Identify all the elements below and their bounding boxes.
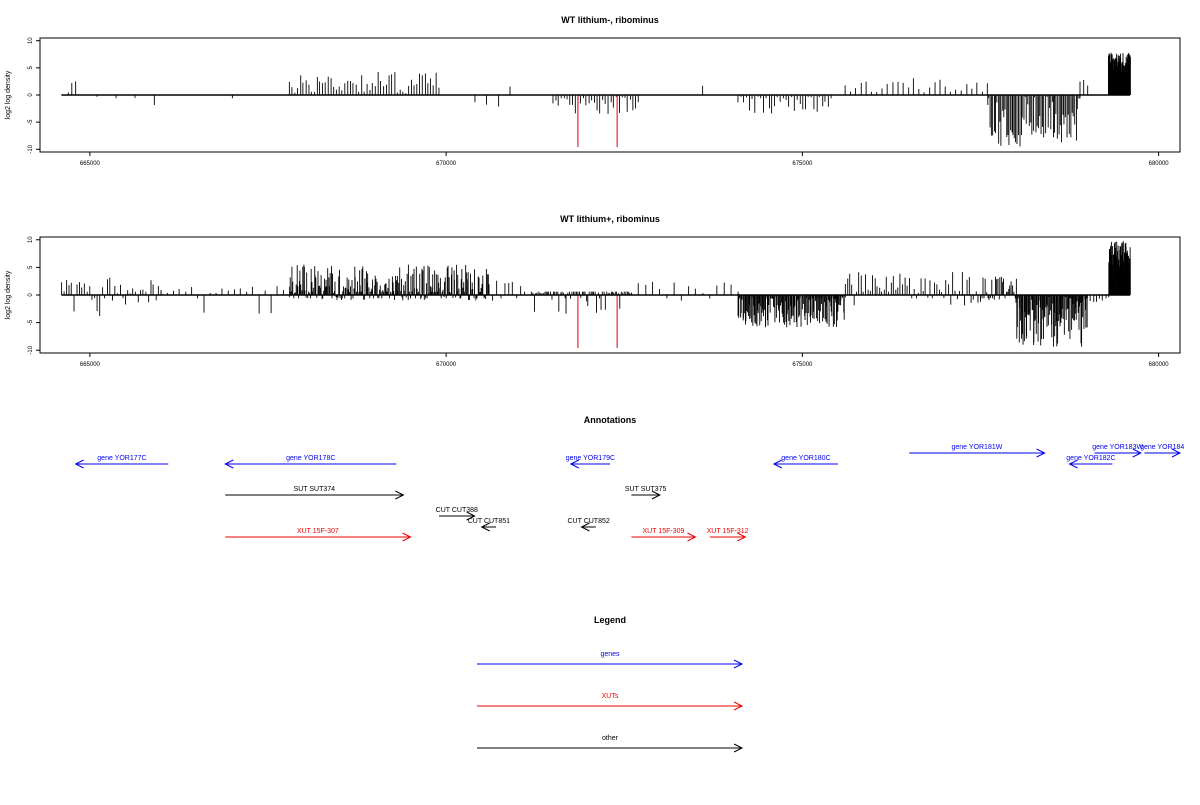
annotation-feature: CUT CUT851 <box>468 518 510 532</box>
annotation-label: gene YOR181W <box>952 444 1003 451</box>
annotation-arrow-head <box>1036 448 1046 458</box>
annotation-label: SUT SUT375 <box>625 486 667 493</box>
x-tick-label: 675000 <box>792 362 813 368</box>
annotations-panel: Annotations gene YOR177C gene YOR178C gene… <box>74 415 1184 542</box>
y-tick-label: -5 <box>28 119 34 125</box>
annotation-arrow-head <box>569 459 580 469</box>
annotation-label: gene YOR178C <box>286 455 335 462</box>
annotation-arrow-head <box>580 522 590 532</box>
track2-y-axis: -10 -5 0 5 10 <box>28 236 40 355</box>
legend-item: other <box>477 735 744 753</box>
y-tick-label: 0 <box>28 93 34 97</box>
y-tick-label: -10 <box>28 144 34 153</box>
legend-arrow-head <box>733 701 744 711</box>
x-tick-label: 670000 <box>436 362 457 368</box>
legend-items: genes XUTs other <box>477 651 744 753</box>
annotation-label: gene YOR177C <box>97 455 146 462</box>
annotation-feature: gene YOR182C <box>1066 455 1116 469</box>
annotation-arrow-head <box>466 511 476 521</box>
track1-title: WT lithium-, ribominus <box>561 15 659 25</box>
x-tick-label: 680000 <box>1149 161 1170 167</box>
annotation-feature: gene YOR180C <box>772 455 838 469</box>
y-tick-label: 10 <box>28 236 34 243</box>
annotation-label: CUT CUT388 <box>436 507 478 514</box>
annotation-feature: SUT SUT375 <box>625 486 667 500</box>
annotation-feature: gene YOR184 <box>1140 444 1184 458</box>
track-lithium-plus: WT lithium+, ribominus log2 log density … <box>5 214 1181 368</box>
annotation-arrow-head <box>395 490 405 500</box>
legend-arrow-head <box>733 659 744 669</box>
x-tick-label: 665000 <box>80 161 101 167</box>
annotation-feature: gene YOR178C <box>224 455 397 469</box>
track-lithium-minus: WT lithium-, ribominus log2 log density … <box>5 15 1181 167</box>
annotation-feature: gene YOR181W <box>909 444 1046 458</box>
annotation-feature: gene YOR179C <box>566 455 615 469</box>
x-tick-label: 670000 <box>436 161 457 167</box>
annotation-label: SUT SUT374 <box>294 486 336 493</box>
annotation-label: CUT CUT852 <box>567 518 609 525</box>
legend-panel: Legend genes XUTs other <box>477 615 744 753</box>
annotation-label: gene YOR184 <box>1140 444 1184 451</box>
legend-label: genes <box>600 651 620 658</box>
annotation-feature: gene YOR177C <box>74 455 169 469</box>
legend-item: genes <box>477 651 744 669</box>
y-tick-label: 5 <box>28 66 34 70</box>
annotation-feature: SUT SUT374 <box>225 486 405 500</box>
legend-title: Legend <box>594 615 626 625</box>
x-tick-label: 675000 <box>792 161 813 167</box>
annotation-label: gene YOR179C <box>566 455 615 462</box>
annotations-title: Annotations <box>584 415 637 425</box>
annotation-arrow-head <box>737 532 747 542</box>
annotation-feature: XUT 15F-307 <box>225 528 412 542</box>
track2-bars <box>61 241 1131 349</box>
y-tick-label: 10 <box>28 37 34 44</box>
annotation-arrow-head <box>480 522 490 532</box>
annotation-label: XUT 15F-309 <box>642 528 684 535</box>
annotation-arrow-head <box>687 532 697 542</box>
legend-item: XUTs <box>477 693 744 711</box>
annotation-label: gene YOR180C <box>781 455 830 462</box>
annotation-arrow-head <box>402 532 412 542</box>
annotation-label: gene YOR183W <box>1092 444 1143 451</box>
legend-arrow-head <box>733 743 744 753</box>
annotation-arrow-head <box>74 459 84 469</box>
track1-ylabel: log2 log density <box>5 70 12 119</box>
annotation-arrow-head <box>651 490 661 500</box>
annotation-label: XUT 15F-312 <box>707 528 749 535</box>
track1-bars <box>61 52 1131 148</box>
y-tick-label: -10 <box>28 345 34 354</box>
annotation-feature: CUT CUT388 <box>436 507 478 521</box>
annotation-arrow-head <box>224 459 234 469</box>
annotation-label: XUT 15F-307 <box>297 528 339 535</box>
x-tick-label: 680000 <box>1149 362 1170 368</box>
track2-x-axis: 665000 670000 675000 680000 <box>80 353 1169 368</box>
track1-x-axis: 665000 670000 675000 680000 <box>80 152 1169 167</box>
annotation-arrow-head <box>1068 459 1078 469</box>
annotation-feature: CUT CUT852 <box>567 518 610 532</box>
y-tick-label: -5 <box>28 319 34 325</box>
legend-label: other <box>602 735 619 742</box>
annotation-feature: XUT 15F-312 <box>707 528 749 542</box>
annotation-features: gene YOR177C gene YOR178C gene YOR179C gene… <box>74 444 1184 542</box>
annotation-arrow-head <box>772 459 783 469</box>
track1-y-axis: -10 -5 0 5 10 <box>28 37 40 154</box>
x-tick-label: 665000 <box>80 362 101 368</box>
y-tick-label: 0 <box>28 293 34 297</box>
track2-ylabel: log2 log density <box>5 270 12 319</box>
legend-label: XUTs <box>602 693 619 700</box>
y-tick-label: 5 <box>28 265 34 269</box>
annotation-feature: XUT 15F-309 <box>631 528 697 542</box>
annotation-label: gene YOR182C <box>1066 455 1115 462</box>
annotation-label: CUT CUT851 <box>468 518 510 525</box>
annotation-arrow-head <box>1132 448 1142 458</box>
annotation-feature: gene YOR183W <box>1092 444 1143 458</box>
track2-title: WT lithium+, ribominus <box>560 214 660 224</box>
annotation-arrow-head <box>1171 448 1182 458</box>
